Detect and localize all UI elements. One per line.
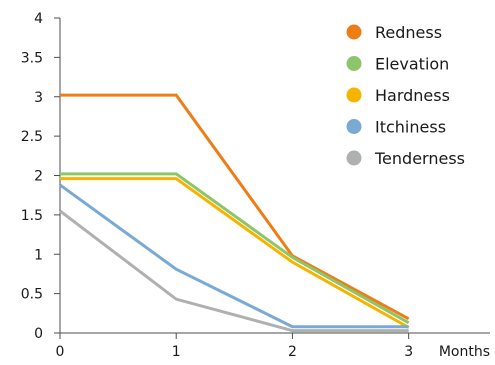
legend-marker-elevation — [346, 56, 362, 71]
x-tick-label: 3 — [404, 344, 413, 360]
x-axis-ticks: 0 1 2 3 — [56, 333, 413, 360]
y-tick-label: 4 — [34, 11, 43, 27]
series-line-itchiness — [59, 183, 409, 329]
legend-label-tenderness: Tenderness — [374, 149, 465, 168]
legend-label-redness: Redness — [375, 23, 442, 42]
x-tick-label: 2 — [288, 344, 297, 360]
legend-label-elevation: Elevation — [375, 55, 449, 74]
legend-label-itchiness: Itchiness — [375, 118, 446, 137]
x-axis-label: Months — [439, 344, 490, 360]
plot-area: 0 0.5 1 1.5 2 2.5 3 3.5 4 0 1 2 3 Months — [21, 11, 490, 360]
legend-marker-itchiness — [346, 119, 362, 134]
series-line-redness — [60, 93, 410, 321]
legend-marker-hardness — [346, 87, 362, 103]
y-tick-label: 3.5 — [21, 50, 43, 66]
y-tick-label: 0 — [34, 326, 43, 342]
series-line-tenderness — [59, 209, 409, 333]
series-line-hardness — [60, 177, 410, 329]
x-tick-label: 0 — [56, 344, 65, 360]
y-tick-label: 0.5 — [21, 287, 43, 303]
legend-label-hardness: Hardness — [375, 86, 450, 105]
y-tick-label: 1 — [34, 247, 43, 263]
y-tick-label: 2.5 — [21, 129, 43, 145]
y-tick-label: 1.5 — [21, 208, 43, 224]
y-tick-label: 3 — [34, 90, 43, 106]
series-lines — [59, 93, 410, 333]
y-axis-ticks: 0 0.5 1 1.5 2 2.5 3 3.5 4 — [21, 11, 60, 342]
x-tick-label: 1 — [172, 344, 181, 360]
legend: Redness Elevation Hardness Itchiness Tendern… — [346, 23, 465, 168]
y-tick-label: 2 — [34, 169, 43, 185]
legend-marker-redness — [346, 24, 362, 40]
legend-marker-tenderness — [346, 150, 362, 166]
series-line-elevation — [60, 172, 410, 325]
